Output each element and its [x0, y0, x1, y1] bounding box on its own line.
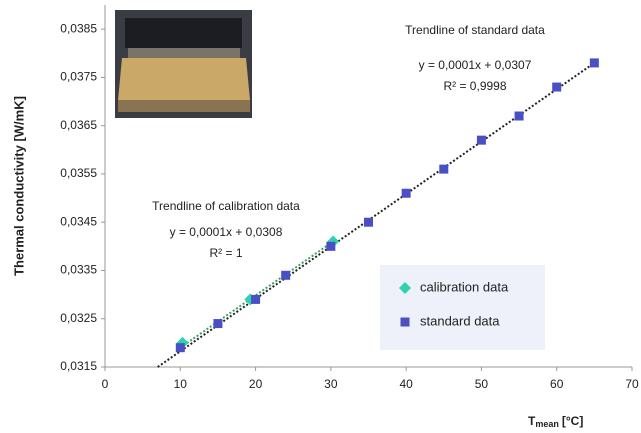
- y-tick-label: 0,0315: [60, 359, 97, 373]
- annotation: y = 0,0001x + 0,0307: [419, 58, 532, 72]
- x-tick-label: 70: [625, 377, 639, 391]
- data-point: [364, 218, 373, 227]
- annotation: Trendline of standard data: [405, 23, 545, 37]
- y-tick-label: 0,0365: [60, 118, 97, 132]
- annotation: R² = 1: [209, 246, 242, 260]
- data-point: [552, 83, 561, 92]
- annotation: R² = 0,9998: [443, 79, 506, 93]
- data-point: [281, 271, 290, 280]
- annotation: Trendline of calibration data: [152, 199, 300, 213]
- y-tick-label: 0,0345: [60, 214, 97, 228]
- data-point: [402, 189, 411, 198]
- data-point: [176, 343, 185, 352]
- data-point: [439, 165, 448, 174]
- x-axis-label: Tmean[°C]: [528, 414, 583, 429]
- chart: Trendline of standard data y = 0,0001x +…: [0, 0, 641, 433]
- data-point: [213, 319, 222, 328]
- data-point: [326, 242, 335, 251]
- x-tick-label: 0: [102, 377, 109, 391]
- legend-box: [380, 265, 545, 350]
- device-photo: [115, 10, 252, 118]
- data-point: [515, 112, 524, 121]
- y-axis-label: Thermal conductivity [W/mK]: [11, 96, 26, 276]
- x-tick-label: 30: [324, 377, 338, 391]
- x-tick-label: 20: [249, 377, 263, 391]
- trendline: [180, 242, 333, 348]
- legend-label: standard data: [420, 313, 500, 328]
- data-point: [251, 295, 260, 304]
- x-tick-label: 60: [550, 377, 564, 391]
- x-label-unit: [°C]: [562, 414, 583, 428]
- x-tick-label: 40: [399, 377, 413, 391]
- x-label-subscript: mean: [535, 419, 559, 429]
- y-tick-label: 0,0355: [60, 166, 97, 180]
- y-tick-label: 0,0335: [60, 263, 97, 277]
- annotation: y = 0,0001x + 0,0308: [170, 225, 283, 239]
- y-tick-label: 0,0325: [60, 311, 97, 325]
- legend-label: calibration data: [420, 279, 509, 294]
- legend-marker: [401, 318, 410, 327]
- y-tick-label: 0,0375: [60, 70, 97, 84]
- y-tick-label: 0,0385: [60, 21, 97, 35]
- x-tick-label: 50: [475, 377, 489, 391]
- x-tick-label: 10: [174, 377, 188, 391]
- data-point: [590, 58, 599, 67]
- data-point: [477, 136, 486, 145]
